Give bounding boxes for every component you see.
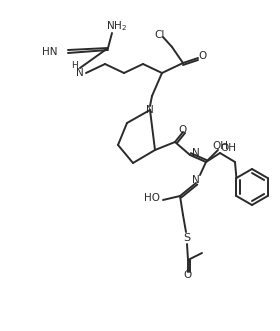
Text: HO: HO: [144, 193, 160, 203]
Text: N: N: [146, 105, 154, 115]
Text: S: S: [183, 233, 191, 243]
Text: NH$_2$: NH$_2$: [106, 19, 128, 33]
Text: O: O: [184, 270, 192, 280]
Text: OH: OH: [212, 141, 228, 151]
Text: N: N: [192, 175, 200, 185]
Text: O: O: [179, 125, 187, 135]
Text: N: N: [192, 148, 200, 158]
Text: H: H: [72, 61, 78, 70]
Text: Cl: Cl: [155, 30, 165, 40]
Text: OH: OH: [220, 143, 236, 153]
Text: N: N: [76, 68, 84, 78]
Text: HN: HN: [42, 47, 57, 57]
Text: O: O: [199, 51, 207, 61]
